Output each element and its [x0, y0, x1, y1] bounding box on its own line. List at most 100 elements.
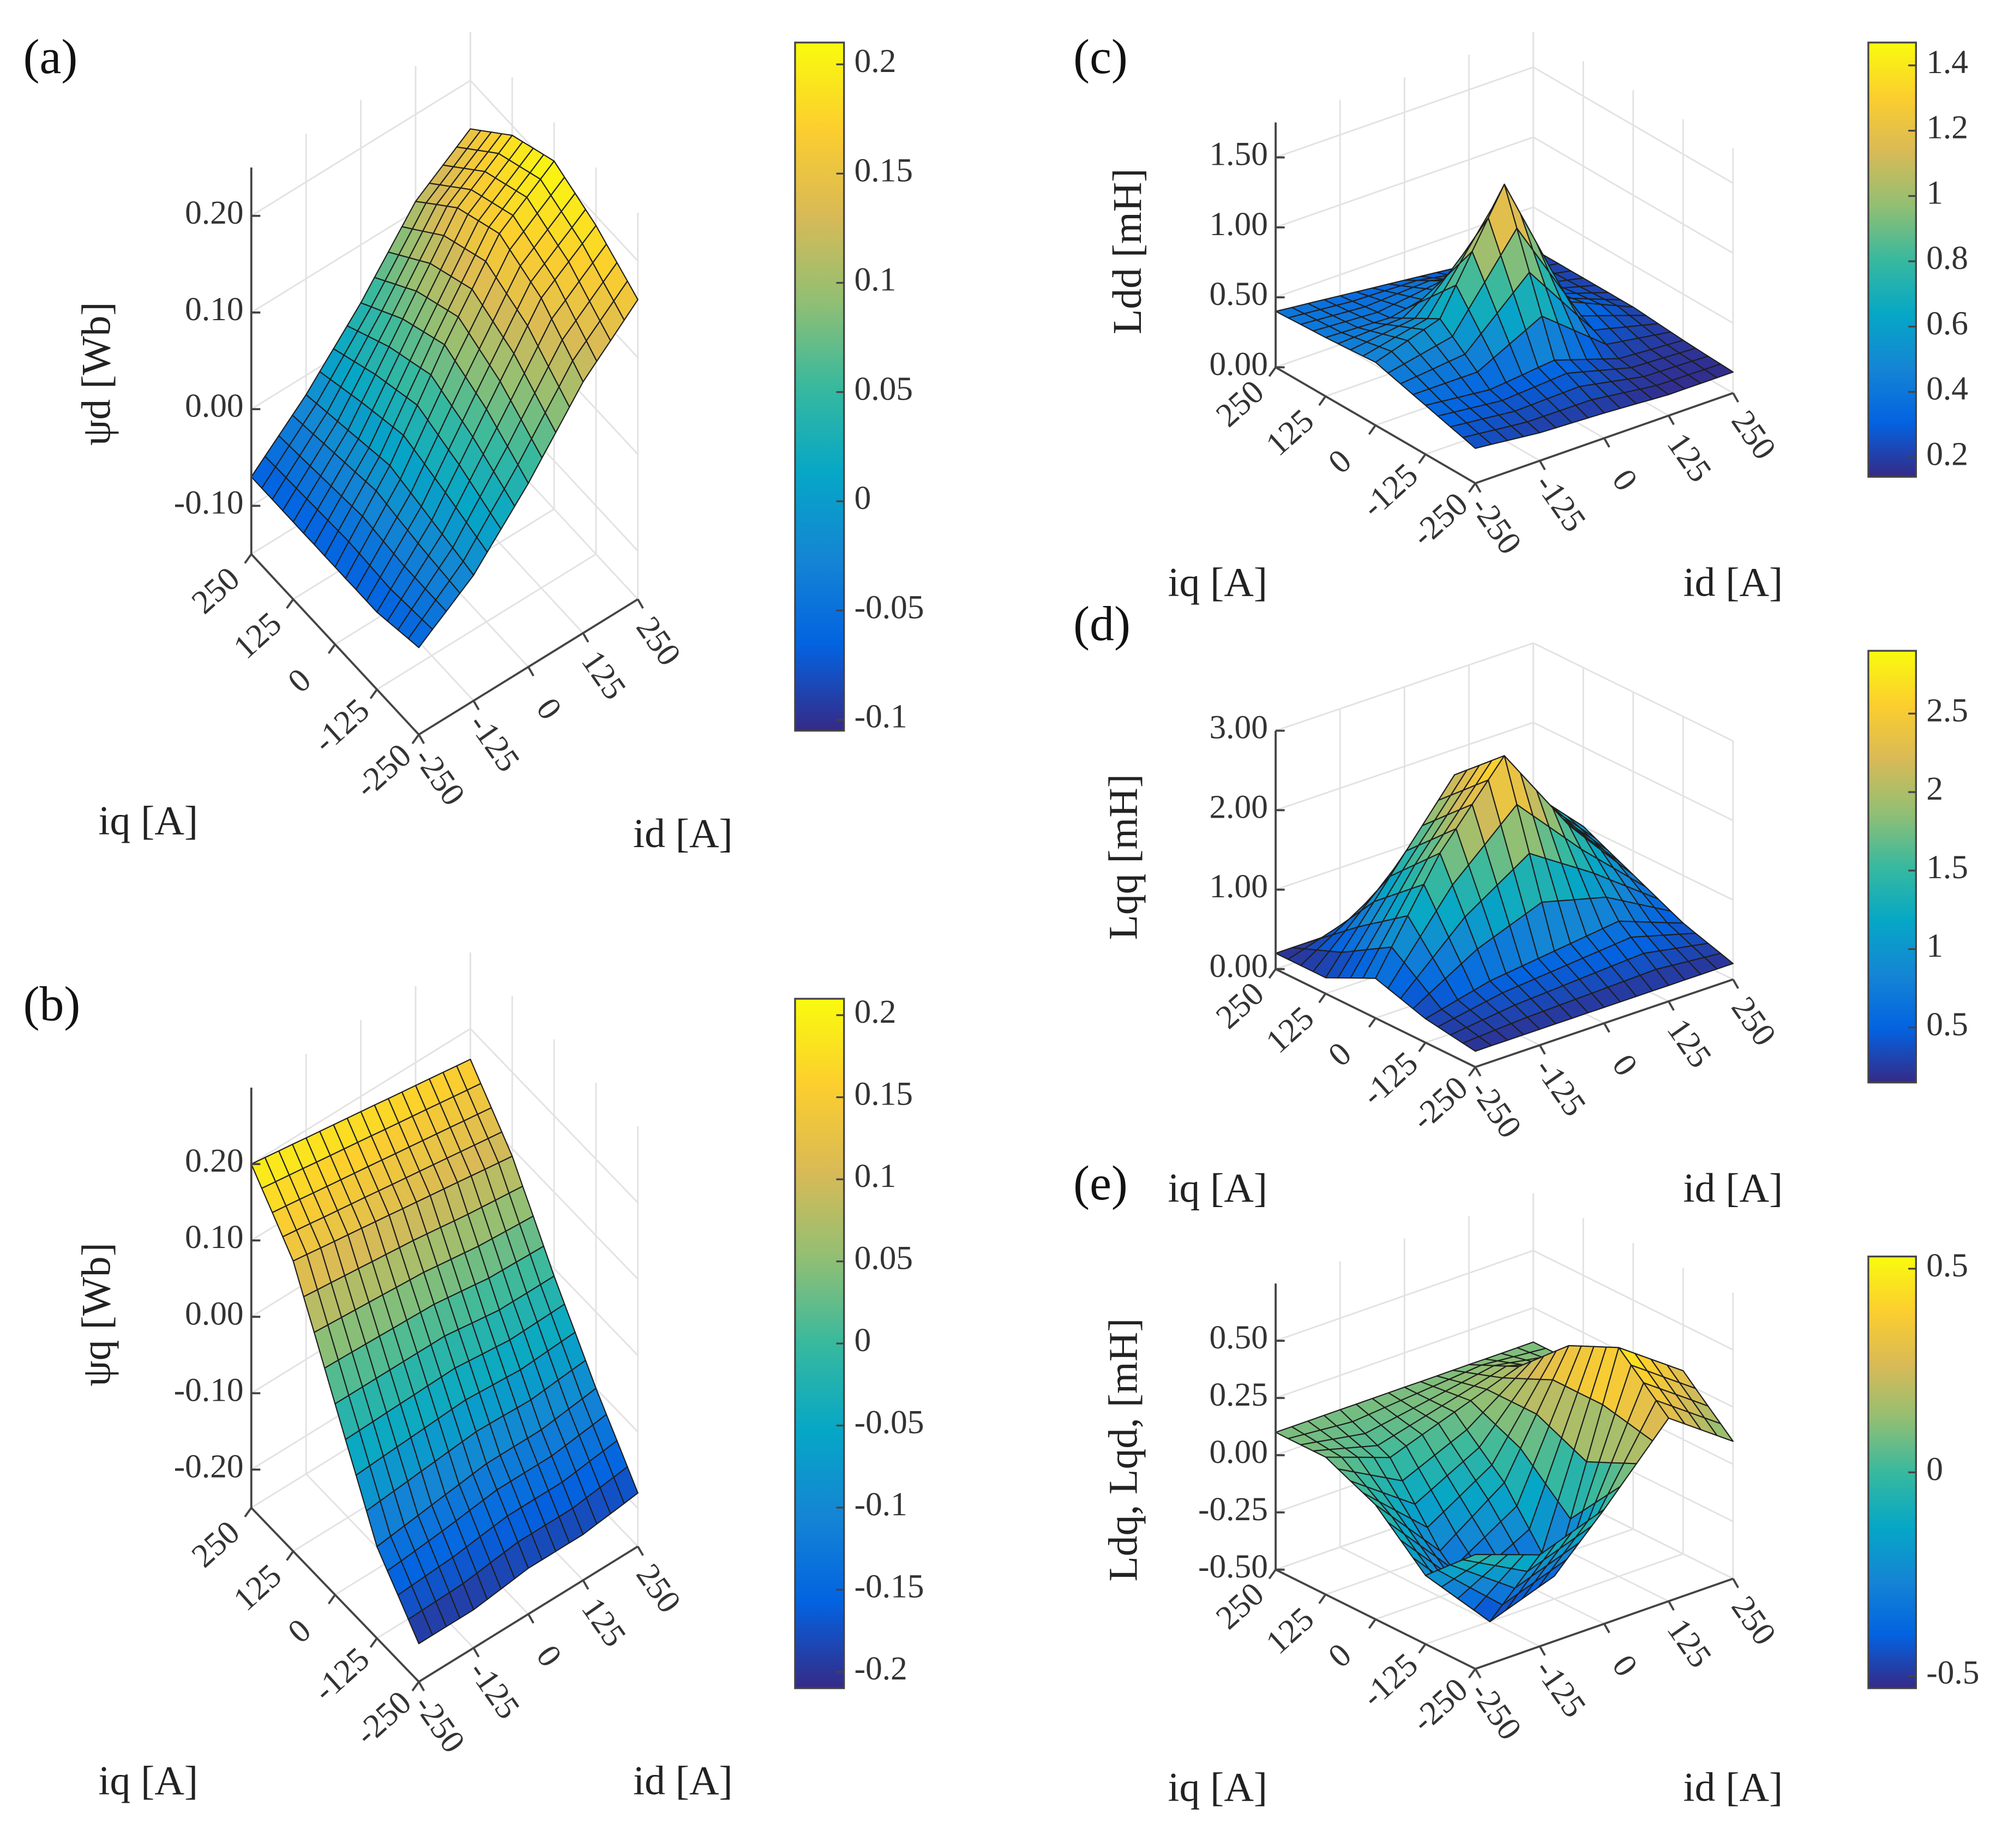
y-tick-label: -125: [306, 1640, 376, 1709]
colorbar-tick-label: 0.2: [1926, 435, 1968, 472]
x-tick-label: 250: [1724, 404, 1783, 466]
z-axis-label: Lqq [mH]: [1101, 774, 1146, 940]
colorbar-tick-label: 0.4: [1926, 370, 1968, 407]
surface-patch: [407, 1610, 434, 1645]
z-axis-label: ψd [Wb]: [74, 302, 119, 446]
colorbar-tick-label: 0.5: [1926, 1247, 1968, 1284]
x-tick-label: 125: [1660, 427, 1719, 489]
y-tick: [1318, 1594, 1327, 1604]
grid-line: [251, 80, 471, 217]
colorbar-tick-label: 0.15: [855, 1076, 913, 1113]
z-tick-label: 1.00: [1209, 868, 1267, 905]
colorbar-tick-label: -0.1: [855, 1486, 907, 1523]
grid-line: [470, 1028, 639, 1203]
surface-patch: [1462, 433, 1492, 449]
y-tick-label: -250: [348, 1684, 418, 1753]
x-axis-label: id [A]: [1684, 1765, 1783, 1810]
colorbar: [794, 998, 845, 1689]
grid-line: [1275, 1250, 1534, 1342]
x-tick: [1668, 415, 1675, 425]
z-tick-label: 1.00: [1209, 206, 1267, 243]
colorbar-tick-label: 0.5: [1926, 1006, 1968, 1043]
panel-label: (a): [23, 30, 78, 84]
colorbar: [794, 41, 845, 732]
x-tick: [1538, 460, 1546, 471]
grid-line: [1275, 136, 1534, 229]
y-tick: [1418, 1042, 1427, 1052]
z-tick-label: 0.00: [1209, 1433, 1267, 1471]
x-tick: [1732, 979, 1739, 989]
grid-line: [1425, 1553, 1684, 1645]
x-axis-label: id [A]: [633, 811, 733, 856]
x-tick-label: -250: [1463, 1675, 1529, 1747]
colorbar-tick-label: 0.1: [855, 261, 897, 298]
z-tick-label: -0.20: [174, 1448, 244, 1485]
panel-label: (c): [1073, 30, 1128, 84]
x-tick-label: -250: [1463, 1073, 1529, 1145]
y-tick-label: -250: [1404, 485, 1475, 554]
colorbar-tick-label: 0.1: [855, 1157, 897, 1195]
grid-line: [251, 1028, 471, 1165]
colorbar-tick-label: 2: [1926, 770, 1943, 807]
x-tick-label: -250: [407, 1688, 472, 1760]
y-tick: [1368, 1017, 1376, 1028]
panel-label: (d): [1073, 597, 1131, 651]
panel-label: (b): [23, 977, 81, 1031]
x-tick-label: 250: [629, 610, 688, 672]
colorbar-tick-label: 1: [1926, 174, 1943, 211]
y-tick-label: 125: [226, 1557, 288, 1618]
x-tick-label: 0: [529, 1639, 569, 1673]
x-tick-label: -125: [461, 1654, 527, 1726]
colorbar-tick-label: -0.2: [855, 1650, 907, 1687]
grid-line: [1275, 66, 1534, 158]
x-tick-label: 0: [529, 692, 569, 727]
x-tick: [636, 1546, 644, 1556]
x-tick-label: 250: [1724, 990, 1783, 1052]
y-tick: [1268, 367, 1277, 377]
x-tick: [636, 598, 644, 609]
colorbar: [1867, 650, 1917, 1084]
y-axis-label: iq [A]: [98, 1759, 198, 1804]
y-tick-label: 125: [1259, 1600, 1321, 1661]
colorbar-tick-label: -0.05: [855, 589, 924, 626]
colorbar-tick-label: -0.1: [855, 698, 907, 735]
y-tick-label: 125: [1259, 999, 1321, 1060]
y-axis-label: iq [A]: [98, 798, 198, 843]
x-tick: [582, 632, 590, 643]
colorbar-tick-label: 0: [855, 479, 871, 517]
x-axis-label: id [A]: [1684, 1166, 1783, 1211]
colorbar-tick-label: 0.05: [855, 370, 913, 407]
colorbar-tick-label: -0.15: [855, 1568, 924, 1605]
x-tick: [527, 1613, 534, 1624]
y-tick: [1268, 1569, 1277, 1580]
y-tick-label: 125: [226, 605, 288, 666]
x-tick: [1538, 1646, 1546, 1656]
x-tick: [1603, 1022, 1610, 1033]
y-tick-label: -250: [348, 736, 418, 805]
y-tick-label: -125: [1355, 456, 1425, 525]
z-tick-label: 0.00: [1209, 947, 1267, 985]
y-axis-label: iq [A]: [1168, 1765, 1267, 1810]
colorbar-tick-label: 0.05: [855, 1240, 913, 1277]
y-tick: [328, 644, 336, 654]
y-tick-label: 250: [184, 560, 247, 621]
x-tick-label: -125: [461, 707, 527, 778]
z-tick-label: 3.00: [1209, 709, 1267, 746]
y-tick: [244, 553, 252, 564]
x-tick-label: 125: [574, 1591, 634, 1653]
y-tick: [1418, 453, 1427, 464]
x-tick-label: -250: [1463, 489, 1529, 561]
y-tick-label: 0: [1321, 442, 1358, 481]
colorbar-tick-label: 2.5: [1926, 692, 1968, 729]
x-tick: [1603, 1623, 1610, 1634]
x-tick-label: -250: [407, 741, 472, 812]
y-tick: [1418, 1643, 1427, 1654]
y-tick-label: 0: [1321, 1636, 1358, 1675]
y-axis-label: iq [A]: [1168, 1166, 1267, 1211]
x-tick-label: 0: [1605, 1048, 1645, 1083]
z-tick-label: 0.20: [185, 1142, 243, 1179]
colorbar-tick-label: -0.05: [855, 1404, 924, 1441]
z-tick-label: 0.50: [1209, 275, 1267, 313]
y-tick-label: 0: [281, 1612, 318, 1651]
